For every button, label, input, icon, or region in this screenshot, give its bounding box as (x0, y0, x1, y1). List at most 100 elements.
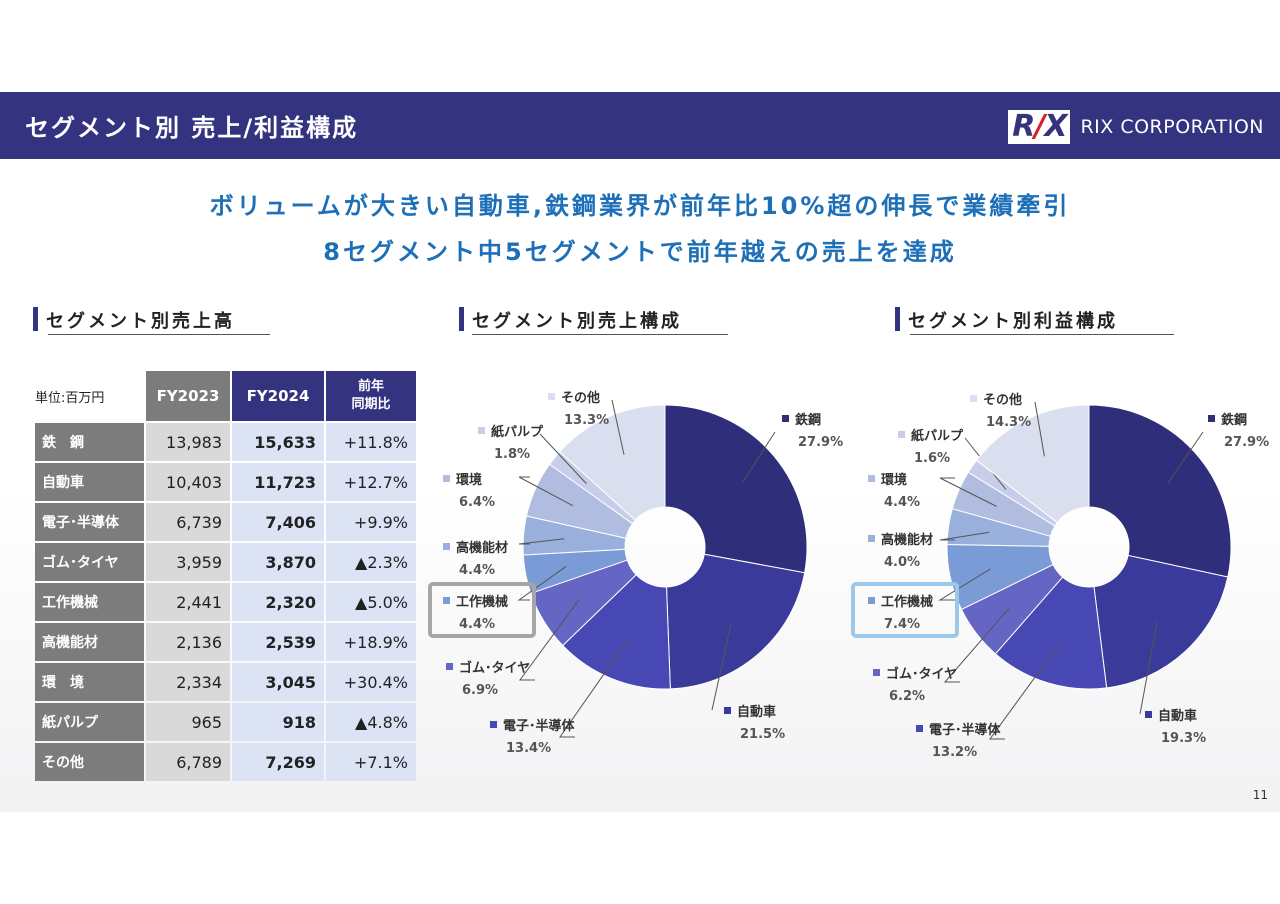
profit-slice (1088, 404, 1232, 578)
fy2024-value: 2,539 (232, 623, 324, 661)
profit-label: 鉄鋼 27.9% (1208, 410, 1269, 454)
sales-leader-line (611, 399, 625, 455)
table-row: その他 6,789 7,269 +7.1% (35, 743, 416, 781)
table-row: 紙パルプ 965 918 ▲4.8% (35, 703, 416, 741)
yoy-value: +9.9% (326, 503, 416, 541)
profit-slice (994, 576, 1108, 690)
profit-label-percent: 7.4% (884, 617, 921, 632)
slide: セグメント別 売上/利益構成 R/X RIX CORPORATION ボリューム… (0, 92, 1280, 812)
sales-label-name: 環境 (456, 473, 483, 488)
headline-line-2: 8セグメント中5セグメントで前年越えの売上を達成 (323, 238, 957, 266)
profit-label: ゴム･タイヤ 6.2% (873, 664, 957, 708)
profit-label-percent: 27.9% (1224, 435, 1270, 450)
sales-pie-chart (517, 399, 808, 738)
page-number: 11 (1252, 788, 1268, 802)
legend-square-icon (916, 725, 923, 732)
profit-label: 電子･半導体 13.2% (916, 720, 1001, 764)
sales-label-name: 工作機械 (456, 595, 509, 610)
sales-highlight-box (428, 582, 536, 638)
table-body: 鉄 鋼 13,983 15,633 +11.8% 自動車 10,403 11,723 +12.… (35, 423, 416, 781)
yoy-value: ▲2.3% (326, 543, 416, 581)
yoy-value: +7.1% (326, 743, 416, 781)
segment-name: 鉄 鋼 (35, 423, 144, 461)
sales-label: 環境 6.4% (443, 470, 495, 514)
fy2024-value: 3,045 (232, 663, 324, 701)
sales-label: 電子･半導体 13.4% (490, 716, 575, 760)
profit-label-percent: 4.0% (884, 555, 921, 570)
table-row: 高機能材 2,136 2,539 +18.9% (35, 623, 416, 661)
fy2023-value: 13,983 (146, 423, 230, 461)
fy2023-value: 2,136 (146, 623, 230, 661)
profit-label-name: 紙パルプ (911, 429, 964, 444)
profit-label: 工作機械 7.4% (868, 592, 933, 636)
fy2024-value: 918 (232, 703, 324, 741)
rix-logo-mark: R/X (1008, 110, 1071, 144)
page-title: セグメント別 売上/利益構成 (25, 114, 359, 142)
profit-label-percent: 6.2% (889, 689, 926, 704)
sales-label-name: 鉄鋼 (795, 413, 822, 428)
yoy-value: +30.4% (326, 663, 416, 701)
pie-charts-layer (428, 399, 1232, 740)
sales-label-percent: 27.9% (798, 435, 844, 450)
segment-name: 工作機械 (35, 583, 144, 621)
sales-leader-line (559, 640, 628, 738)
sales-label-name: 電子･半導体 (503, 719, 575, 734)
sales-label-percent: 6.9% (462, 683, 499, 698)
profit-label-name: 鉄鋼 (1221, 413, 1248, 428)
sales-label: ゴム･タイヤ 6.9% (446, 658, 530, 702)
fy2024-value: 7,269 (232, 743, 324, 781)
headline-line-1: ボリュームが大きい自動車,鉄鋼業界が前年比10%超の伸長で業績牽引 (209, 192, 1071, 220)
profit-label-name: 高機能材 (881, 533, 934, 548)
legend-square-icon (970, 395, 977, 402)
legend-square-icon (443, 597, 450, 604)
profit-label-percent: 1.6% (914, 451, 951, 466)
fy2023-value: 2,334 (146, 663, 230, 701)
fy2023-value: 3,959 (146, 543, 230, 581)
fy2024-value: 15,633 (232, 423, 324, 461)
profit-slice (975, 404, 1090, 524)
yoy-value: +18.9% (326, 623, 416, 661)
fy2023-value: 10,403 (146, 463, 230, 501)
fy2024-value: 7,406 (232, 503, 324, 541)
profit-label: 自動車 19.3% (1145, 706, 1206, 750)
profit-label-name: 工作機械 (881, 595, 934, 610)
sales-leader-line (711, 623, 732, 711)
segment-sales-table: 単位:百万円 FY2023 FY2024 前年 同期比 鉄 鋼 13,983 15,… (33, 369, 418, 783)
sales-label: 自動車 21.5% (724, 702, 785, 746)
sales-slice (664, 404, 808, 574)
sales-label-name: 高機能材 (456, 541, 509, 556)
profit-label-percent: 4.4% (884, 495, 921, 510)
profit-slice (1093, 554, 1229, 689)
sales-slice (558, 404, 666, 521)
table-row: ゴム･タイヤ 3,959 3,870 ▲2.3% (35, 543, 416, 581)
sales-leader-line (517, 566, 567, 601)
segment-name: その他 (35, 743, 144, 781)
sales-slice (562, 574, 671, 690)
legend-square-icon (478, 427, 485, 434)
profit-leader-line (1139, 621, 1158, 715)
header-fy2023: FY2023 (146, 371, 230, 421)
sales-leader-line (519, 599, 580, 681)
sales-label-name: ゴム･タイヤ (459, 661, 531, 676)
sales-label-name: 紙パルプ (491, 425, 544, 440)
table-section-underline (48, 334, 270, 335)
company-logo: R/X RIX CORPORATION (1008, 110, 1264, 144)
profit-pie-section-title: セグメント別利益構成 (895, 307, 1118, 333)
logo-text: RIX CORPORATION (1080, 116, 1264, 138)
table-row: 工作機械 2,441 2,320 ▲5.0% (35, 583, 416, 621)
yoy-value: ▲5.0% (326, 583, 416, 621)
legend-square-icon (548, 393, 555, 400)
fy2023-value: 2,441 (146, 583, 230, 621)
yoy-value: +12.7% (326, 463, 416, 501)
legend-square-icon (490, 721, 497, 728)
profit-pie-chart (938, 401, 1232, 740)
profit-label-name: その他 (983, 393, 1023, 408)
sales-label: その他 13.3% (548, 388, 609, 432)
segment-name: ゴム･タイヤ (35, 543, 144, 581)
legend-square-icon (873, 669, 880, 676)
sales-label-percent: 13.4% (506, 741, 552, 756)
profit-leader-line (989, 643, 1060, 740)
segment-name: 環 境 (35, 663, 144, 701)
fy2024-value: 11,723 (232, 463, 324, 501)
fy2023-value: 6,739 (146, 503, 230, 541)
